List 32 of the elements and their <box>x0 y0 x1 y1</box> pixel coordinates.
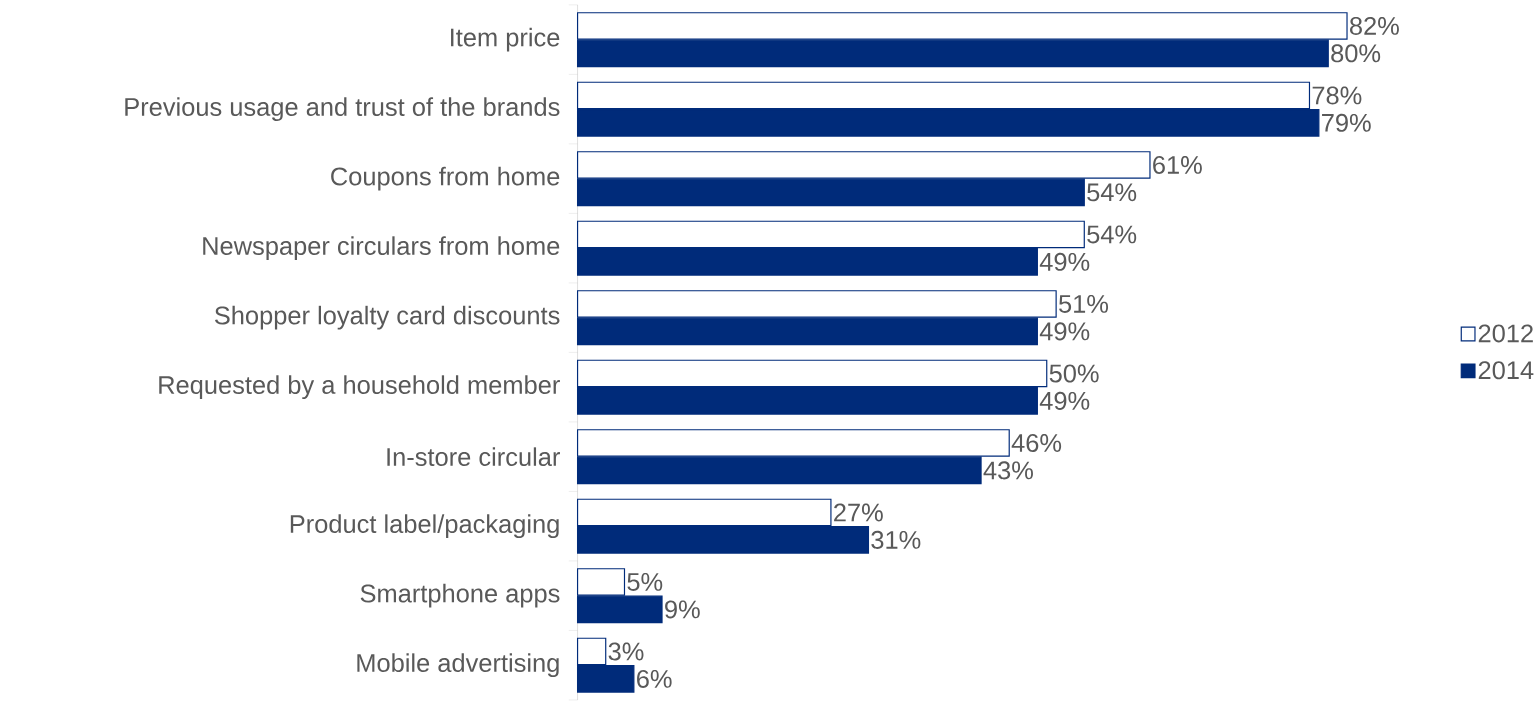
y-tick-label: Previous usage and trust of the brands <box>125 97 560 122</box>
data-label: 61% <box>1153 156 1202 175</box>
data-label: 31% <box>871 530 921 549</box>
y-tick-label: Shopper loyalty card discounts <box>214 305 560 330</box>
data-label: 3% <box>608 642 644 661</box>
data-label: 54% <box>1087 225 1137 244</box>
data-label: 49% <box>1039 391 1090 410</box>
y-tick-label: Requested by a household member <box>159 375 560 400</box>
y-tick-label: Item price <box>451 27 560 52</box>
data-label: 43% <box>983 461 1033 480</box>
data-label: 49% <box>1039 252 1090 271</box>
data-label: 49% <box>1039 322 1090 341</box>
data-label: 54% <box>1087 183 1137 202</box>
data-label: 50% <box>1049 364 1099 383</box>
legend-label: 2012 <box>1478 324 1533 343</box>
data-label: 6% <box>637 669 672 688</box>
data-label: 82% <box>1350 17 1399 36</box>
data-label: 51% <box>1059 295 1109 313</box>
data-label: 78% <box>1312 86 1362 105</box>
legend-label: 2014 <box>1478 361 1534 380</box>
y-tick-label: Product label/packaging <box>290 514 559 539</box>
data-label: 79% <box>1322 113 1371 132</box>
data-label: 46% <box>1011 434 1062 453</box>
y-tick-label: Coupons from home <box>331 166 560 191</box>
data-label: 5% <box>627 573 663 592</box>
data-label: 27% <box>834 503 883 522</box>
y-tick-label: In-store circular <box>387 447 560 467</box>
y-tick-label: Mobile advertising <box>357 653 559 678</box>
y-tick-label: Newspaper circulars from home <box>203 236 560 261</box>
data-label: 9% <box>665 600 700 619</box>
data-label: 80% <box>1331 44 1381 63</box>
y-tick-label: Smartphone apps <box>360 583 560 608</box>
